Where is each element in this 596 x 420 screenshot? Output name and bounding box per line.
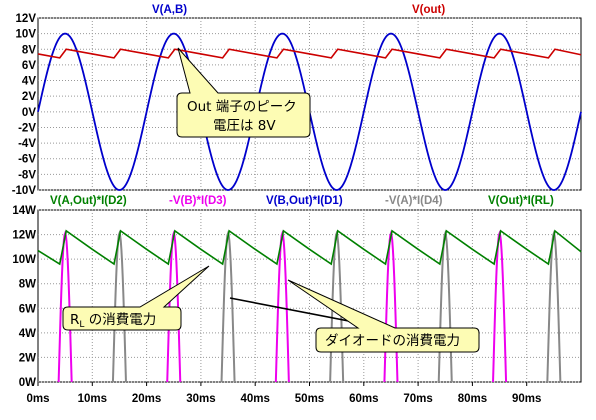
voltage-y-tick-label: -8V xyxy=(18,169,36,181)
x-tick-label: 40ms xyxy=(240,393,269,405)
voltage-y-tick-label: 2V xyxy=(22,91,36,103)
voltage-y-tick-label: 4V xyxy=(22,76,36,88)
series-title-vout: V(out) xyxy=(412,4,445,16)
x-tick-label: 20ms xyxy=(132,393,161,405)
x-tick-label: 30ms xyxy=(186,393,215,405)
series-line-vout xyxy=(37,48,582,59)
diode-power-callout: ダイオードの消費電力 xyxy=(229,279,480,353)
diode-callout-shape xyxy=(287,279,480,353)
series-title-vab: V(A,B) xyxy=(152,4,187,16)
power-y-axis: 14W 12W 10W 8W 6W 4W 2W 0W xyxy=(12,205,36,389)
series-title-d4: -V(A)*I(D4) xyxy=(385,195,443,207)
peak-voltage-callout: Out 端子のピーク 電圧は 8V xyxy=(176,47,311,138)
power-y-tick-label: 14W xyxy=(12,205,36,217)
x-tick-label: 70ms xyxy=(403,393,432,405)
power-y-tick-label: 0W xyxy=(19,377,36,389)
voltage-y-tick-label: -10V xyxy=(12,185,37,197)
rl-callout-rest: の消費電力 xyxy=(84,312,156,328)
series-title-d3: -V(B)*I(D3) xyxy=(169,195,227,207)
voltage-y-tick-label: 0V xyxy=(22,107,36,119)
power-y-tick-label: 12W xyxy=(12,230,36,242)
rl-callout-sub: L xyxy=(79,320,84,330)
peak-callout-shape xyxy=(176,47,311,138)
voltage-y-tick-label: 12V xyxy=(16,13,37,25)
voltage-y-tick-label: -2V xyxy=(18,122,36,134)
x-tick-label: 0ms xyxy=(26,393,49,405)
power-y-tick-label: 8W xyxy=(19,279,36,291)
voltage-y-tick-label: 6V xyxy=(22,60,36,72)
peak-callout-line1: Out 端子のピーク xyxy=(187,99,297,115)
x-tick-label: 50ms xyxy=(295,393,324,405)
x-tick-label: 90ms xyxy=(512,393,541,405)
series-title-d1: V(B,Out)*I(D1) xyxy=(266,195,343,207)
voltage-y-tick-label: -4V xyxy=(18,138,36,150)
series-line-rl xyxy=(37,229,582,266)
x-tick-label: 60ms xyxy=(349,393,378,405)
power-y-tick-label: 6W xyxy=(19,303,36,315)
rl-callout-shape xyxy=(62,265,210,331)
diode-callout-text: ダイオードの消費電力 xyxy=(325,333,460,349)
voltage-y-tick-label: 8V xyxy=(22,44,36,56)
voltage-y-axis: 12V 10V 8V 6V 4V 2V 0V -2V -4V -6V -8V -10V xyxy=(12,13,37,197)
series-title-rl: V(Out)*I(RL) xyxy=(488,195,554,207)
series-title-d2: V(A,Out)*I(D2) xyxy=(50,195,127,207)
voltage-y-tick-label: -6V xyxy=(18,154,36,166)
x-tick-label: 80ms xyxy=(458,393,487,405)
x-tick-label: 10ms xyxy=(78,393,107,405)
power-y-tick-label: 4W xyxy=(19,328,36,340)
rl-callout-text: RL の消費電力 xyxy=(70,312,156,330)
power-y-tick-label: 10W xyxy=(12,254,36,266)
peak-callout-line2: 電圧は 8V xyxy=(213,118,276,134)
voltage-y-tick-label: 10V xyxy=(16,29,37,41)
power-y-tick-label: 2W xyxy=(19,352,36,364)
rl-callout-main: R xyxy=(70,312,79,328)
voltage-grid xyxy=(38,17,581,191)
time-x-axis: 0ms 10ms 20ms 30ms 40ms 50ms 60ms 70ms 80ms 90ms xyxy=(26,382,541,405)
rl-power-callout: RL の消費電力 xyxy=(62,265,210,331)
